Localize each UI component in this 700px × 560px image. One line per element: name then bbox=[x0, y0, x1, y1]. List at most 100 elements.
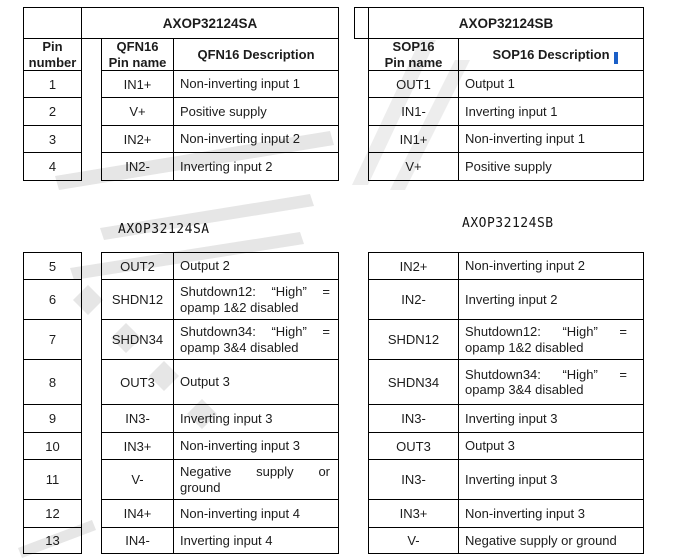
pin-number-cell: 9 bbox=[23, 404, 82, 433]
pin-description-cell: Shutdown12: “High” = opamp 1&2 disabled bbox=[458, 319, 644, 360]
pin-number-cell: 5 bbox=[23, 252, 82, 280]
pin-description-cell: Negative supply or ground bbox=[458, 527, 644, 554]
pin-description-cell: Non-inverting input 2 bbox=[458, 252, 644, 280]
pin-number-cell: 13 bbox=[23, 527, 82, 554]
table-row: SHDN34 Shutdown34: “High” = opamp 3&4 di… bbox=[368, 359, 644, 405]
pin-description-cell: Output 1 bbox=[458, 70, 644, 98]
qfn16-pin-table-bottom: 5 OUT2 Output 2 6 SHDN12 Shutdown12: “Hi… bbox=[23, 252, 339, 554]
column-gap bbox=[355, 71, 369, 98]
pin-name-cell: IN3+ bbox=[368, 499, 459, 528]
pin-description-cell: Output 3 bbox=[458, 432, 644, 460]
pin-description-cell: Inverting input 2 bbox=[173, 152, 339, 181]
column-header-row: Pin number QFN16 Pin name QFN16 Descript… bbox=[23, 38, 339, 71]
pin-description-cell: Non-inverting input 3 bbox=[173, 432, 339, 460]
column-gap bbox=[81, 70, 102, 98]
table-row: 8 OUT3 Output 3 bbox=[23, 359, 339, 405]
column-gap bbox=[81, 432, 102, 460]
pin-name-cell: OUT1 bbox=[368, 70, 459, 98]
pin-name-cell: SHDN12 bbox=[368, 319, 459, 360]
pin-number-cell: 6 bbox=[23, 279, 82, 320]
pin-description-cell: Non-inverting input 2 bbox=[173, 125, 339, 153]
column-gap bbox=[81, 125, 102, 153]
table-row: 12 IN4+ Non-inverting input 4 bbox=[23, 499, 339, 528]
pin-description-cell: Shutdown12: “High” = opamp 1&2 disabled bbox=[173, 279, 339, 320]
section-label-axop32124sb: AXOP32124SB bbox=[462, 216, 554, 231]
pin-number-cell: 3 bbox=[23, 125, 82, 153]
column-gap bbox=[81, 152, 102, 181]
table-row: IN2- Inverting input 2 bbox=[368, 279, 644, 320]
pin-description-cell: Negative supply or ground bbox=[173, 459, 339, 500]
pin-description-cell: Output 3 bbox=[173, 359, 339, 405]
table-row: 2 V+ Positive supply bbox=[23, 97, 339, 126]
pin-description-cell: Non-inverting input 1 bbox=[458, 125, 644, 153]
column-gap bbox=[355, 153, 369, 181]
qfn16-description-header: QFN16 Description bbox=[173, 38, 339, 71]
pin-name-cell: IN4+ bbox=[101, 499, 174, 528]
column-gap bbox=[81, 279, 102, 320]
table-row: IN1+ Non-inverting input 1 bbox=[355, 125, 644, 153]
table-row: 6 SHDN12 Shutdown12: “High” = opamp 1&2 … bbox=[23, 279, 339, 320]
table-row: V+ Positive supply bbox=[355, 152, 644, 181]
pin-description-cell: Inverting input 2 bbox=[458, 279, 644, 320]
sop16-pin-name-header: SOP16 Pin name bbox=[368, 38, 459, 71]
pin-number-cell: 10 bbox=[23, 432, 82, 460]
table-row: V- Negative supply or ground bbox=[368, 527, 644, 554]
pin-description-cell: Shutdown34: “High” = opamp 3&4 disabled bbox=[458, 359, 644, 405]
pin-description-cell: Inverting input 3 bbox=[458, 404, 644, 433]
qfn16-pin-name-header: QFN16 Pin name bbox=[101, 38, 174, 71]
pin-description-cell: Inverting input 4 bbox=[173, 527, 339, 554]
empty-corner-cell bbox=[23, 7, 82, 39]
column-gap bbox=[81, 319, 102, 360]
pin-name-cell: IN3- bbox=[101, 404, 174, 433]
section-label-axop32124sa: AXOP32124SA bbox=[118, 222, 210, 237]
pin-description-cell: Non-inverting input 3 bbox=[458, 499, 644, 528]
pin-name-cell: IN1- bbox=[368, 97, 459, 126]
sop16-pin-table-top: AXOP32124SB SOP16 Pin name SOP16 Descrip… bbox=[354, 7, 644, 181]
column-gap bbox=[355, 98, 369, 126]
column-gap bbox=[81, 404, 102, 433]
table-title-row: AXOP32124SB bbox=[354, 7, 644, 39]
pin-name-cell: SHDN34 bbox=[101, 319, 174, 360]
pin-number-cell: 2 bbox=[23, 97, 82, 126]
pin-name-cell: OUT3 bbox=[368, 432, 459, 460]
pin-number-cell: 12 bbox=[23, 499, 82, 528]
column-gap bbox=[81, 38, 102, 71]
table-row: OUT1 Output 1 bbox=[355, 70, 644, 98]
empty-corner-cell bbox=[354, 7, 369, 39]
pin-name-cell: IN2- bbox=[368, 279, 459, 320]
table-row: OUT3 Output 3 bbox=[368, 432, 644, 460]
column-gap bbox=[81, 97, 102, 126]
table-row: 9 IN3- Inverting input 3 bbox=[23, 404, 339, 433]
table-title-axop32124sa: AXOP32124SA bbox=[81, 7, 339, 39]
table-row: 7 SHDN34 Shutdown34: “High” = opamp 3&4 … bbox=[23, 319, 339, 360]
pin-description-cell: Inverting input 3 bbox=[458, 459, 644, 500]
pin-name-cell: IN2+ bbox=[101, 125, 174, 153]
pin-description-cell: Positive supply bbox=[458, 152, 644, 181]
table-row: 4 IN2- Inverting input 2 bbox=[23, 152, 339, 181]
table-row: 13 IN4- Inverting input 4 bbox=[23, 527, 339, 554]
column-gap bbox=[81, 252, 102, 280]
table-row: IN2+ Non-inverting input 2 bbox=[368, 252, 644, 280]
pin-number-cell: 7 bbox=[23, 319, 82, 360]
pin-description-cell: Non-inverting input 4 bbox=[173, 499, 339, 528]
pin-name-cell: IN2- bbox=[101, 152, 174, 181]
pin-number-cell: 1 bbox=[23, 70, 82, 98]
pin-name-cell: SHDN12 bbox=[101, 279, 174, 320]
table-row: SHDN12 Shutdown12: “High” = opamp 1&2 di… bbox=[368, 319, 644, 360]
table-row: 11 V- Negative supply or ground bbox=[23, 459, 339, 500]
column-gap bbox=[355, 126, 369, 153]
pin-description-cell: Non-inverting input 1 bbox=[173, 70, 339, 98]
pin-name-cell: SHDN34 bbox=[368, 359, 459, 405]
pin-name-cell: V- bbox=[368, 527, 459, 554]
pin-name-cell: OUT2 bbox=[101, 252, 174, 280]
column-gap bbox=[81, 499, 102, 528]
table-row: IN3- Inverting input 3 bbox=[368, 459, 644, 500]
table-row: 1 IN1+ Non-inverting input 1 bbox=[23, 70, 339, 98]
pin-number-cell: 11 bbox=[23, 459, 82, 500]
table-row: 10 IN3+ Non-inverting input 3 bbox=[23, 432, 339, 460]
table-row: 5 OUT2 Output 2 bbox=[23, 252, 339, 280]
pin-name-cell: IN1+ bbox=[368, 125, 459, 153]
pin-name-cell: V+ bbox=[368, 152, 459, 181]
qfn16-pin-table-top: AXOP32124SA Pin number QFN16 Pin name QF… bbox=[23, 7, 339, 181]
pin-name-cell: V- bbox=[101, 459, 174, 500]
